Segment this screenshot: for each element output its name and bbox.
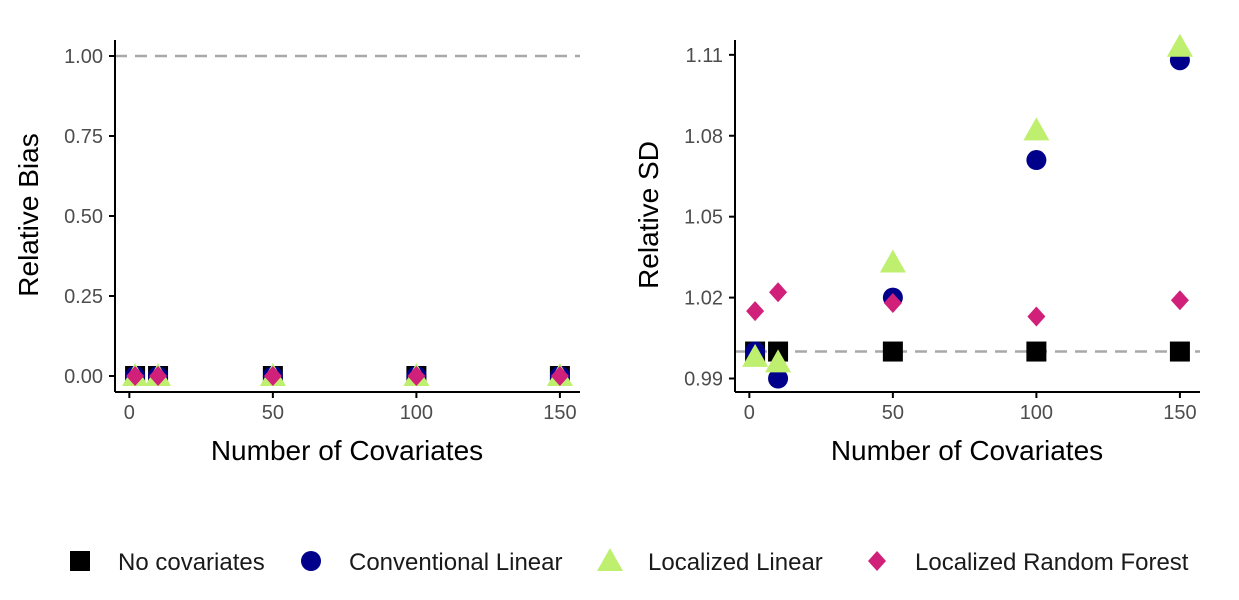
- legend-label-conventional-linear: Conventional Linear: [349, 549, 562, 576]
- x-tick-label: 50: [262, 402, 284, 424]
- x-tick-label: 100: [400, 402, 433, 424]
- x-tick-label: 100: [1020, 402, 1053, 424]
- x-tick-label: 150: [543, 402, 576, 424]
- y-tick-label: 1.05: [684, 207, 723, 229]
- legend-label-localized-linear: Localized Linear: [648, 549, 823, 576]
- y-tick-label: 0.50: [64, 206, 103, 228]
- point-localized-random-forest: [407, 366, 426, 386]
- x-tick-label: 50: [882, 402, 904, 424]
- point-no-covariates: [882, 341, 903, 362]
- point-localized-linear: [1023, 117, 1050, 141]
- legend-key-no-covariates: [70, 551, 90, 571]
- y-tick-label: 0.99: [684, 369, 723, 391]
- y-tick-label: 1.11: [686, 45, 723, 67]
- y-axis-title: Relative SD: [633, 141, 664, 289]
- point-no-covariates: [1169, 341, 1190, 362]
- legend-key-localized-linear: [597, 548, 623, 571]
- point-localized-random-forest: [1170, 290, 1189, 311]
- point-localized-random-forest: [1027, 306, 1046, 327]
- y-tick-label: 0.75: [64, 126, 103, 148]
- point-no-covariates: [1026, 341, 1047, 362]
- point-localized-linear: [879, 249, 906, 273]
- point-localized-linear: [742, 343, 769, 367]
- point-localized-random-forest: [263, 366, 282, 386]
- point-localized-random-forest: [769, 282, 788, 303]
- legend-label-localized-random-forest: Localized Random Forest: [915, 549, 1189, 576]
- bias-panel: 0 50 100 150 0.00 0.25 0.50 0.75 1.00 Number of C…: [13, 40, 580, 466]
- point-localized-random-forest: [746, 301, 765, 322]
- x-tick-label: 150: [1163, 402, 1196, 424]
- y-tick-label: 0.25: [64, 286, 103, 308]
- y-tick-label: 1.02: [684, 288, 723, 310]
- point-localized-random-forest: [126, 366, 145, 386]
- y-tick-label: 0.00: [64, 366, 103, 388]
- point-conventional-linear: [1026, 150, 1047, 171]
- x-axis-title: Number of Covariates: [211, 435, 483, 466]
- y-tick-label: 1.00: [64, 46, 103, 68]
- x-axis-title: Number of Covariates: [831, 435, 1103, 466]
- legend-label-no-covariates: No covariates: [118, 549, 265, 576]
- point-localized-random-forest: [883, 292, 902, 313]
- legend-key-localized-random-forest: [868, 551, 886, 571]
- point-localized-random-forest: [149, 366, 168, 386]
- legend: No covariates Conventional Linear Localize…: [70, 548, 1189, 576]
- point-localized-linear: [765, 349, 792, 373]
- y-tick-label: 1.08: [684, 126, 723, 148]
- x-tick-label: 0: [124, 402, 135, 424]
- x-tick-label: 0: [744, 402, 755, 424]
- y-axis-title: Relative Bias: [13, 133, 44, 296]
- point-localized-random-forest: [550, 366, 569, 386]
- point-conventional-linear: [768, 368, 789, 389]
- sd-panel: 0 50 100 150 0.99 1.02 1.05 1.08 1.11 Number of C…: [633, 33, 1200, 466]
- point-localized-linear: [1166, 33, 1193, 57]
- legend-key-conventional-linear: [301, 551, 321, 571]
